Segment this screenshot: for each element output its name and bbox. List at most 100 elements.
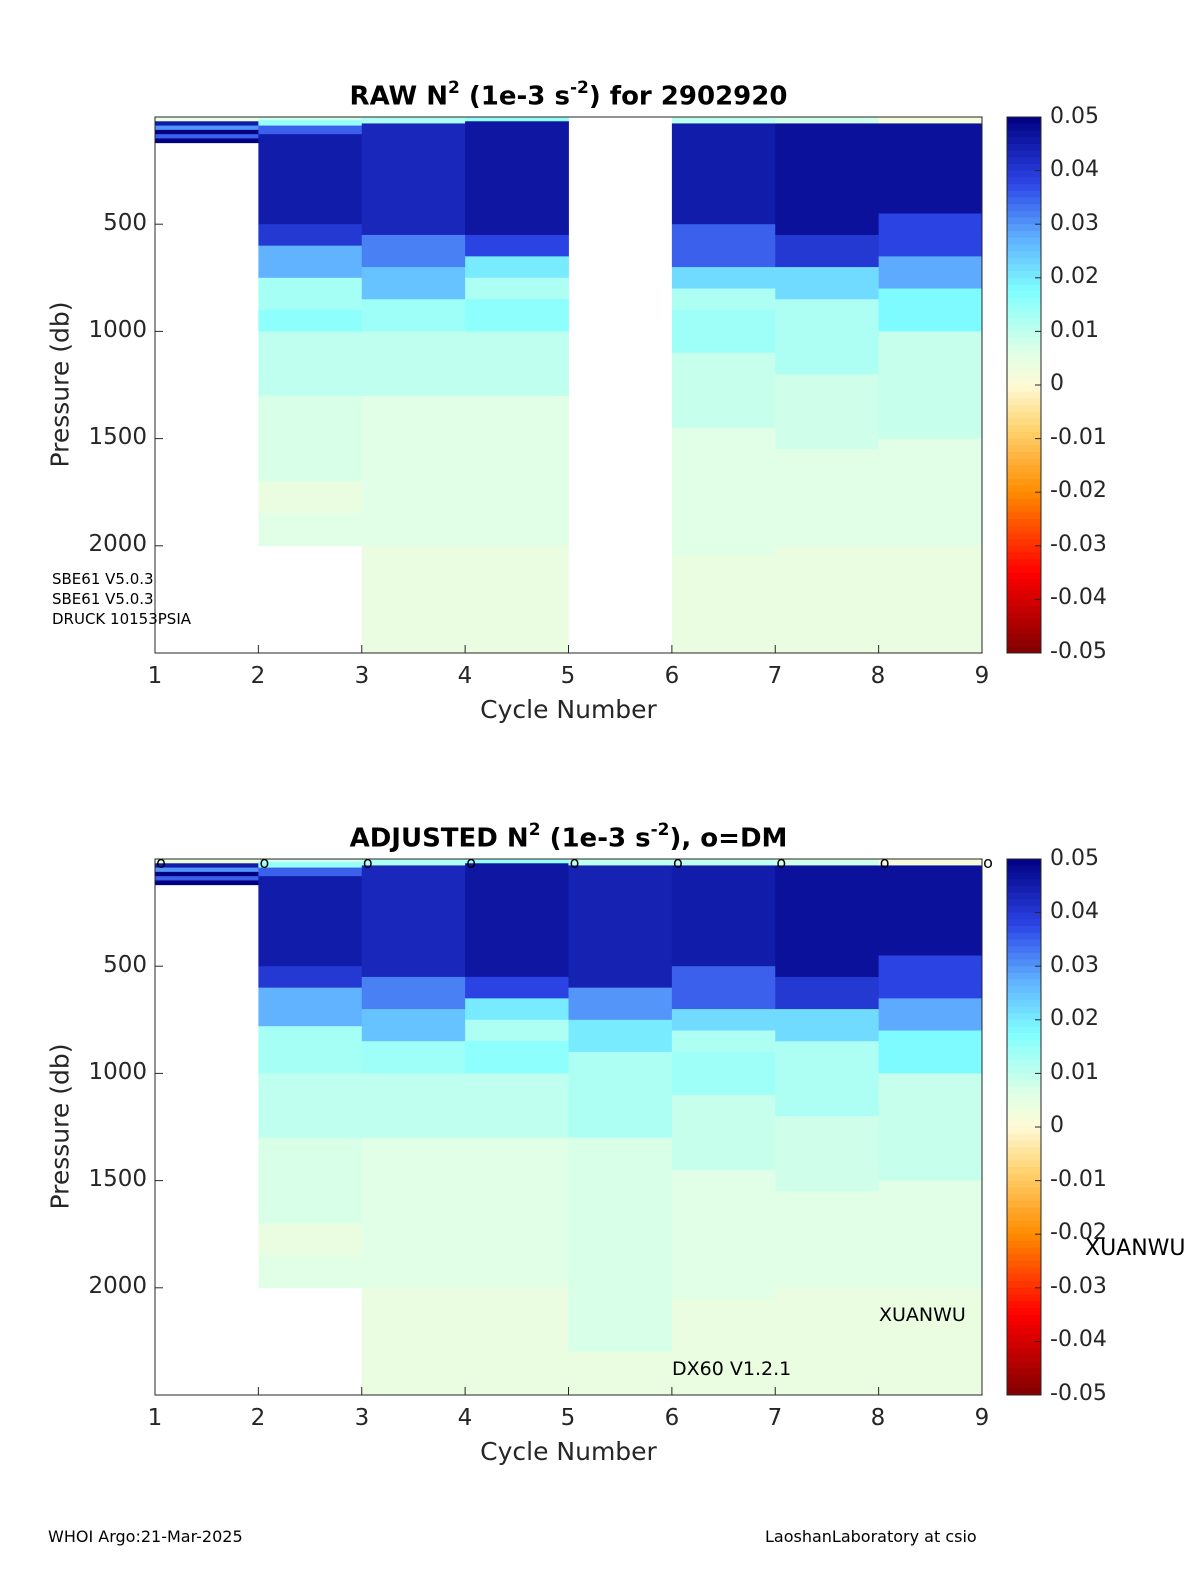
colorbar-swatch (1007, 572, 1041, 580)
colorbar-swatch (1007, 324, 1041, 332)
adjusted-n2-panel: ADJUSTED N2 (1e-3 s-2), o=DM o o o o o o o o o P… (0, 742, 1200, 1482)
heatmap-cell (671, 1051, 776, 1096)
heatmap-plot (154, 116, 983, 654)
heatmap-cell (775, 545, 880, 654)
colorbar-swatch (1007, 1234, 1041, 1242)
colorbar-swatch (1007, 1214, 1041, 1222)
colorbar-swatch (1007, 606, 1041, 614)
colorbar-tick-label: 0.05 (1050, 104, 1099, 129)
x-tick-label: 6 (664, 663, 680, 689)
footer-right: LaoshanLaboratory at csio (765, 1527, 977, 1546)
heatmap-cell (568, 1019, 673, 1053)
footer-left: WHOI Argo:21-Mar-2025 (48, 1527, 243, 1546)
heatmap-cell (775, 1287, 880, 1396)
colorbar-swatch (1007, 150, 1041, 158)
heatmap-cell (671, 865, 776, 967)
colorbar-swatch (1007, 1086, 1041, 1094)
heatmap-cell (258, 331, 363, 397)
colorbar-swatch (1007, 599, 1041, 607)
sensor-note: SBE61 V5.0.3 (52, 570, 154, 588)
colorbar-swatch (1007, 1254, 1041, 1262)
heatmap-cell (878, 998, 983, 1031)
colorbar (1006, 858, 1042, 1396)
dm-marker: o (363, 853, 373, 872)
heatmap-cell (775, 865, 880, 978)
heatmap-cell (361, 1009, 466, 1042)
heatmap-cell (155, 125, 259, 131)
colorbar-swatch (1007, 926, 1041, 934)
colorbar-swatch (1007, 1013, 1041, 1021)
heatmap-cell (258, 1026, 363, 1074)
heatmap-cell (155, 138, 259, 144)
colorbar-swatch (1007, 532, 1041, 540)
colorbar-swatch (1007, 1307, 1041, 1316)
colorbar-swatch (1007, 425, 1041, 433)
colorbar-swatch (1007, 512, 1041, 520)
heatmap-cell (155, 859, 259, 864)
colorbar-tick-label: -0.03 (1050, 1274, 1107, 1299)
colorbar-swatch (1007, 411, 1041, 419)
colorbar-swatch (1007, 1073, 1041, 1081)
heatmap-cell (878, 1180, 983, 1289)
colorbar-swatch (1007, 1006, 1041, 1014)
heatmap-cell (465, 331, 569, 397)
heatmap-cell (878, 288, 983, 332)
heatmap-cell (465, 1137, 569, 1289)
colorbar-swatch (1007, 1120, 1041, 1128)
x-tick-label: 1 (147, 1405, 163, 1431)
heatmap-cell (568, 1352, 673, 1396)
heatmap-cell (878, 123, 983, 214)
colorbar-swatch (1007, 344, 1041, 352)
colorbar-swatch (1007, 999, 1041, 1007)
y-axis-label: Pressure (db) (45, 301, 75, 468)
heatmap-cell (361, 865, 466, 978)
heatmap-cell (361, 234, 466, 268)
colorbar-swatch (1007, 1187, 1041, 1195)
colorbar-swatch (1007, 331, 1041, 339)
heatmap-cell (671, 1169, 776, 1299)
heatmap-cell (258, 987, 363, 1027)
colorbar-tick-label: -0.04 (1050, 1327, 1107, 1352)
heatmap-cell (258, 395, 363, 482)
x-axis-label: Cycle Number (480, 1437, 657, 1466)
x-tick-label: 2 (250, 1405, 266, 1431)
colorbar-swatch (1007, 1261, 1041, 1269)
colorbar-swatch (1007, 565, 1041, 574)
heatmap-cell (878, 117, 983, 124)
colorbar-swatch (1007, 905, 1041, 914)
colorbar-tick-label: 0 (1050, 1113, 1064, 1138)
colorbar-tick-label: 0.02 (1050, 1006, 1099, 1031)
colorbar-swatch (1007, 385, 1041, 393)
colorbar-swatch (1007, 952, 1041, 960)
colorbar-swatch (1007, 405, 1041, 413)
colorbar-swatch (1007, 271, 1041, 279)
colorbar-tick-label: -0.02 (1050, 1220, 1107, 1245)
colorbar-swatch (1007, 946, 1041, 954)
x-tick-label: 3 (354, 663, 370, 689)
x-tick-label: 6 (664, 1405, 680, 1431)
heatmap-cell (878, 438, 983, 547)
colorbar-swatch (1007, 1100, 1041, 1108)
heatmap-cell (465, 395, 569, 547)
colorbar-swatch (1007, 885, 1041, 893)
heatmap-cell (258, 1255, 363, 1289)
heatmap-cell (465, 299, 569, 332)
heatmap-cell (155, 134, 259, 139)
colorbar-swatch (1007, 559, 1041, 567)
colorbar-swatch (1007, 505, 1041, 513)
colorbar-swatch (1007, 1348, 1041, 1356)
y-tick-label: 2000 (88, 1273, 147, 1299)
colorbar-swatch (1007, 364, 1041, 373)
colorbar-swatch (1007, 1281, 1041, 1289)
colorbar-swatch (1007, 1046, 1041, 1054)
heatmap-cell (258, 876, 363, 967)
colorbar-swatch (1007, 639, 1041, 647)
colorbar-swatch (1007, 619, 1041, 627)
heatmap-cell (258, 309, 363, 332)
heatmap-cell (361, 1137, 466, 1289)
heatmap-cell (361, 267, 466, 300)
heatmap-cell (568, 865, 673, 989)
dm-marker: o (156, 853, 166, 872)
colorbar-swatch (1007, 117, 1041, 125)
